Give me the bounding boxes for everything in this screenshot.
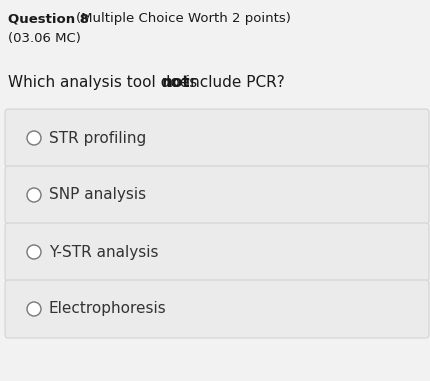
Text: include PCR?: include PCR? <box>181 75 285 90</box>
Text: Question 8: Question 8 <box>8 12 89 25</box>
Text: (Multiple Choice Worth 2 points): (Multiple Choice Worth 2 points) <box>76 12 291 25</box>
Circle shape <box>27 188 41 202</box>
Text: Which analysis tool does: Which analysis tool does <box>8 75 202 90</box>
Circle shape <box>27 245 41 259</box>
FancyBboxPatch shape <box>5 109 429 167</box>
Text: SNP analysis: SNP analysis <box>49 187 146 202</box>
Text: (03.06 MC): (03.06 MC) <box>8 32 81 45</box>
FancyBboxPatch shape <box>5 280 429 338</box>
FancyBboxPatch shape <box>5 223 429 281</box>
Circle shape <box>27 131 41 145</box>
Text: Electrophoresis: Electrophoresis <box>49 301 167 317</box>
FancyBboxPatch shape <box>5 166 429 224</box>
Text: not: not <box>162 75 190 90</box>
Text: Y-STR analysis: Y-STR analysis <box>49 245 159 259</box>
Circle shape <box>27 302 41 316</box>
Text: STR profiling: STR profiling <box>49 131 146 146</box>
